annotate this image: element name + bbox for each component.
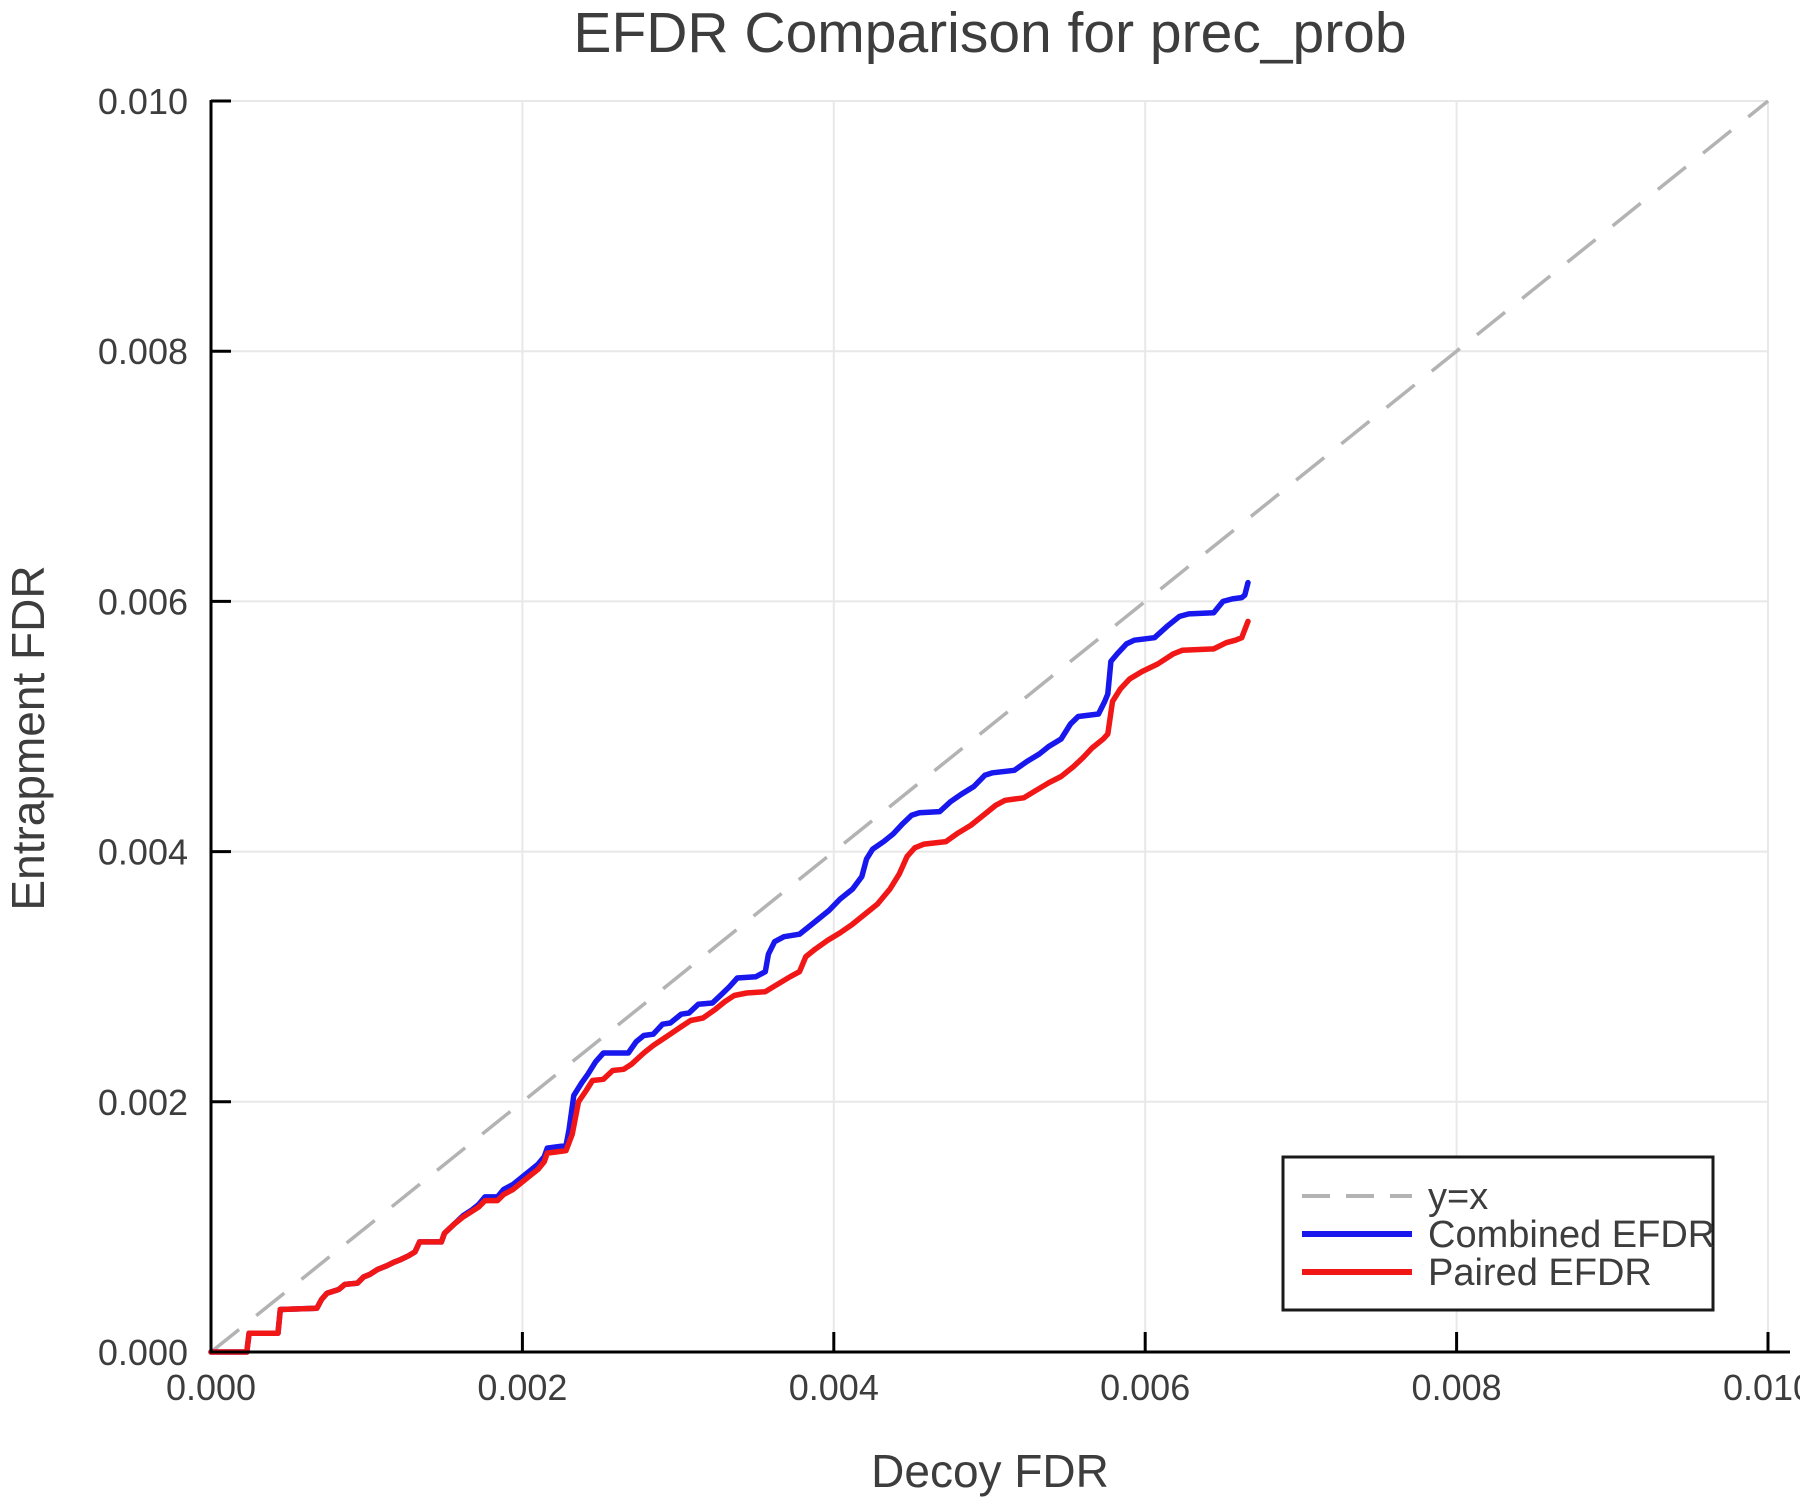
x-tick-label: 0.008	[1412, 1367, 1502, 1408]
x-tick-label: 0.000	[166, 1367, 256, 1408]
legend-label-combined: Combined EFDR	[1428, 1214, 1715, 1256]
y-tick-label: 0.006	[98, 581, 188, 622]
y-tick-label: 0.000	[98, 1332, 188, 1373]
y-tick-labels: 0.000 0.002 0.004 0.006 0.008 0.010	[98, 81, 188, 1373]
x-axis-label: Decoy FDR	[871, 1445, 1109, 1497]
legend-label-paired: Paired EFDR	[1428, 1252, 1652, 1294]
x-tick-label: 0.004	[789, 1367, 879, 1408]
y-axis-label: Entrapment FDR	[2, 565, 54, 910]
gridlines	[211, 100, 1769, 1352]
y-tick-label: 0.008	[98, 331, 188, 372]
chart-title: EFDR Comparison for prec_prob	[573, 1, 1406, 65]
x-tick-label: 0.010	[1723, 1367, 1800, 1408]
identity-reference-line	[209, 99, 1770, 1354]
x-tick-label: 0.002	[477, 1367, 567, 1408]
y-tick-label: 0.010	[98, 81, 188, 122]
legend: y=x Combined EFDR Paired EFDR	[1281, 1155, 1715, 1312]
y-tick-label: 0.002	[98, 1082, 188, 1123]
x-tick-labels: 0.000 0.002 0.004 0.006 0.008 0.010	[166, 1367, 1800, 1408]
combined-efdr-line	[208, 579, 1251, 1355]
legend-label-identity: y=x	[1428, 1176, 1488, 1218]
x-tick-label: 0.006	[1100, 1367, 1190, 1408]
paired-efdr-line	[208, 618, 1251, 1355]
y-tick-label: 0.004	[98, 832, 188, 873]
tick-marks	[209, 99, 1770, 1354]
